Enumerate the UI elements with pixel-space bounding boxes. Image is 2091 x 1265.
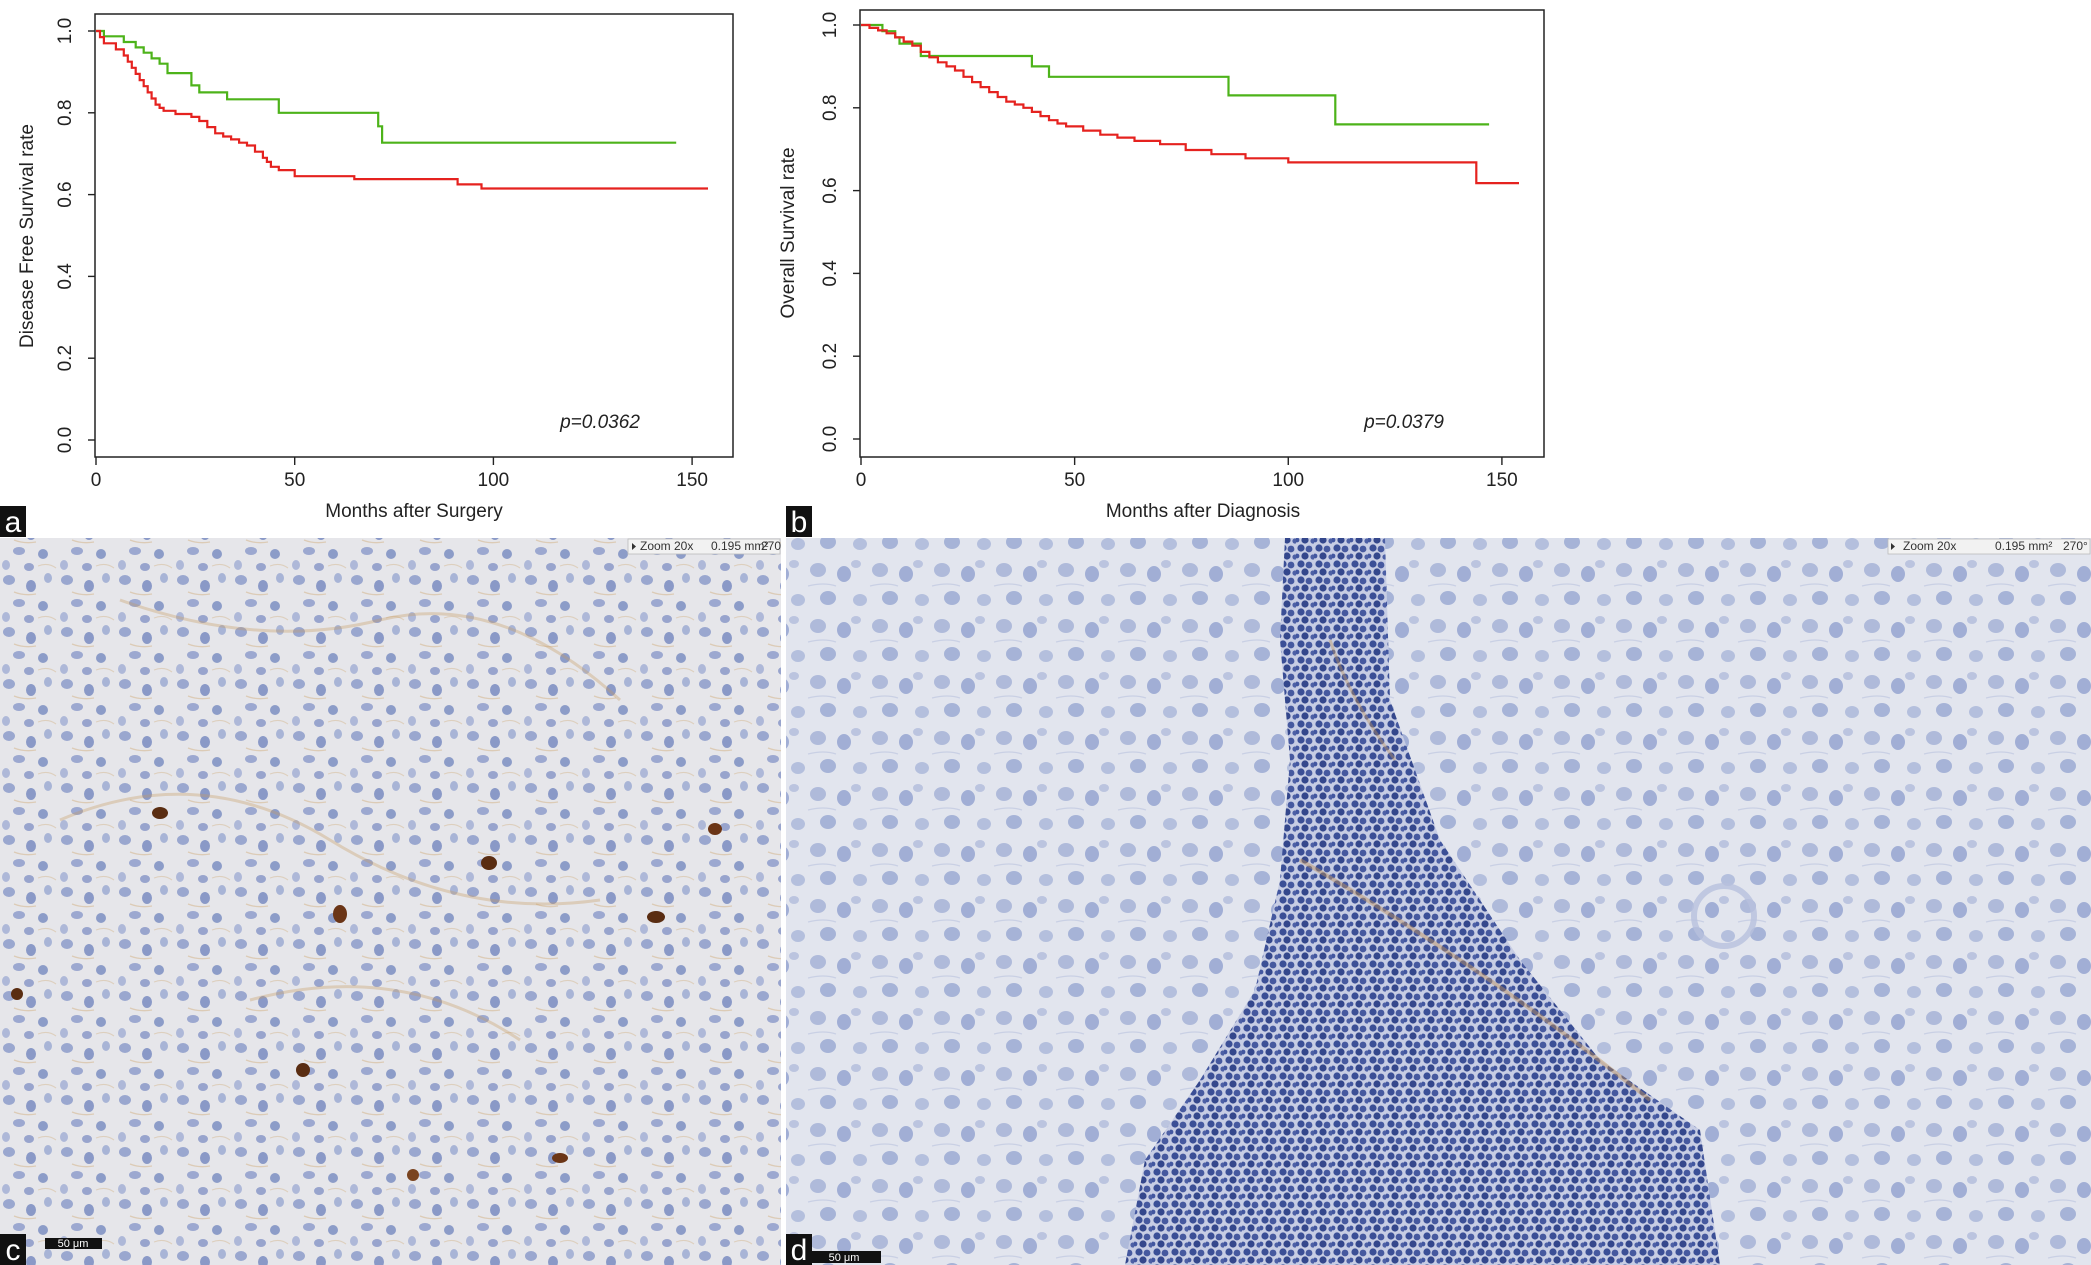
- p-value-annotation: p=0.0379: [1363, 412, 1444, 433]
- y-tick-label: 1.0: [820, 12, 841, 38]
- y-tick-label: 1.0: [55, 18, 76, 44]
- survival-curve-red: [96, 29, 708, 190]
- stromal-stain: [59, 598, 622, 1042]
- survival-curve-green: [96, 29, 677, 144]
- zoom-hud-c-rendered-final: Zoom 20x 0.195 mm² 270°: [627, 538, 786, 555]
- hud-caret-icon: [632, 543, 636, 550]
- hud-angle-text: 270°: [2063, 539, 2088, 553]
- chart-series-group: [861, 23, 1519, 185]
- positive-cell: [152, 807, 168, 819]
- hud-area-text: 0.195 mm²: [1995, 539, 2052, 553]
- panel-label-a: a: [5, 506, 22, 539]
- y-tick-label: 0.4: [820, 260, 841, 287]
- panel-label-box: [786, 1234, 812, 1265]
- zoom-hud-d: Zoom 20x 0.195 mm² 270°: [1887, 538, 2091, 555]
- panel-label-d-group: d: [786, 1234, 812, 1265]
- stromal-stain: [1328, 639, 1397, 761]
- survival-curve-red: [861, 23, 1519, 185]
- y-tick-label: 0.2: [820, 343, 841, 369]
- panel-b-survival-chart: 0.0 0.2 0.4 0.6 0.8 1.0 0 50 100 150 Overall Sur…: [778, 9, 1545, 539]
- y-tick-label: 0.0: [820, 426, 841, 452]
- panel-label-c: c: [6, 1234, 21, 1265]
- x-tick-label: 0: [856, 470, 867, 491]
- hud-zoom-text: Zoom 20x: [1903, 539, 1956, 553]
- y-axis: 0.0 0.2 0.4 0.6 0.8 1.0: [55, 18, 95, 453]
- panel-label-b: b: [791, 506, 808, 539]
- y-tick-label: 0.8: [55, 100, 76, 126]
- y-tick-label: 0.4: [55, 263, 76, 290]
- plot-frame: [94, 13, 734, 458]
- positive-cell: [407, 1169, 419, 1181]
- hud-angle-text: 270°: [761, 539, 786, 553]
- chart-series-group: [96, 29, 708, 190]
- panel-c-micrograph: [0, 538, 781, 1265]
- scale-bar-d: 50 μm: [808, 1251, 881, 1264]
- x-axis-title: Months after Diagnosis: [1106, 501, 1300, 522]
- scale-bar: [808, 1251, 881, 1263]
- scale-bar-label: 50 μm: [58, 1238, 89, 1250]
- positive-cell: [708, 823, 722, 835]
- y-axis-title: Disease Free Survival rate: [17, 124, 38, 348]
- panel-divider: [781, 538, 786, 1265]
- y-axis-title: Overall Survival rate: [778, 147, 799, 318]
- y-tick-label: 0.6: [820, 177, 841, 203]
- hud-zoom-text: Zoom 20x: [640, 539, 693, 553]
- y-tick-label: 0.0: [55, 427, 76, 453]
- positive-cell: [11, 988, 23, 1000]
- tissue-nuclei: [0, 538, 781, 1265]
- x-tick-label: 50: [1064, 470, 1085, 491]
- x-axis: 0 50 100 150: [856, 457, 1518, 491]
- survival-curve-green: [861, 23, 1490, 126]
- y-tick-label: 0.8: [820, 95, 841, 121]
- scale-bar-c: 50 μm: [45, 1238, 102, 1250]
- x-axis: 0 50 100 150: [91, 457, 708, 491]
- x-tick-label: 150: [676, 470, 708, 491]
- y-axis: 0.0 0.2 0.4 0.6 0.8 1.0: [820, 12, 860, 452]
- x-tick-label: 150: [1486, 470, 1518, 491]
- hud-background: [1887, 538, 2091, 555]
- panel-a-survival-chart: 0.0 0.2 0.4 0.6 0.8 1.0 0 50 100 150 Disease Fre…: [0, 13, 734, 539]
- scale-bar-label: 50 μm: [829, 1252, 860, 1264]
- x-axis-title: Months after Surgery: [325, 501, 503, 522]
- y-tick-label: 0.2: [55, 345, 76, 371]
- positive-cell: [333, 905, 347, 923]
- hud-caret-icon: [1891, 543, 1895, 550]
- panel-label-box: [786, 506, 812, 537]
- x-tick-label: 100: [478, 470, 510, 491]
- x-tick-label: 100: [1272, 470, 1304, 491]
- scale-bar: [45, 1238, 102, 1249]
- vessel-structure: [1691, 883, 1757, 949]
- lymphocyte-infiltrate: [1125, 538, 1720, 1265]
- stromal-stain: [1299, 858, 1652, 1102]
- x-tick-label: 0: [91, 470, 102, 491]
- positive-cells: [11, 807, 722, 1181]
- x-tick-label: 50: [284, 470, 305, 491]
- panel-label-c-group: c: [0, 1234, 26, 1265]
- positive-cell: [552, 1153, 568, 1163]
- hud-area-text: 0.195 mm²: [711, 539, 768, 553]
- panel-label-box: [0, 1234, 26, 1265]
- plot-frame: [859, 9, 1545, 458]
- positive-cell: [296, 1063, 310, 1077]
- y-tick-label: 0.6: [55, 181, 76, 207]
- panel-label-box: [0, 506, 26, 537]
- hud-background: [627, 538, 781, 555]
- panel-label-d: d: [791, 1234, 808, 1265]
- p-value-annotation: p=0.0362: [559, 412, 640, 433]
- positive-cell: [481, 856, 497, 870]
- panel-d-micrograph: [786, 538, 2091, 1265]
- positive-cell: [647, 911, 665, 923]
